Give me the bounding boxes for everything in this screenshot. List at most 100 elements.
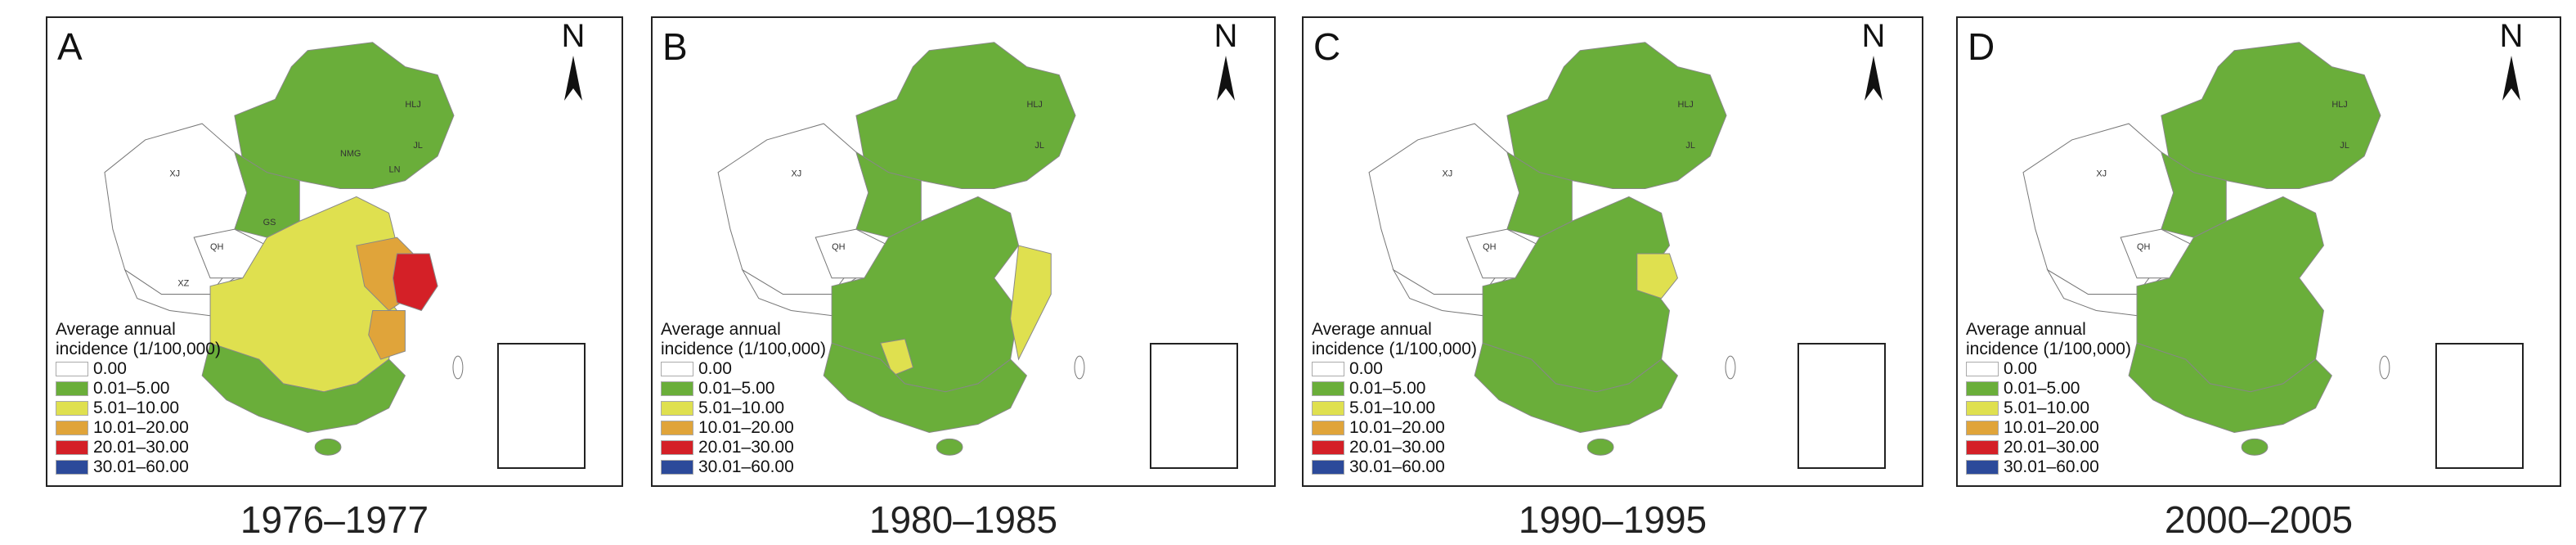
- north-arrow-icon: [564, 56, 582, 101]
- svg-text:JL: JL: [1685, 141, 1695, 151]
- legend-swatch: [56, 362, 88, 376]
- legend-row: 0.00: [1966, 359, 2131, 379]
- svg-text:HLJ: HLJ: [1677, 100, 1693, 110]
- svg-text:JL: JL: [2340, 141, 2349, 151]
- panel-letter: C: [1313, 25, 1341, 68]
- legend-label: 0.00: [1349, 359, 1383, 378]
- legend-swatch: [56, 460, 88, 475]
- legend-row: 20.01–30.00: [661, 438, 826, 457]
- legend-title-line2: incidence (1/100,000): [661, 340, 826, 358]
- south-china-sea-inset: [497, 343, 586, 469]
- legend-label: 10.01–20.00: [1349, 418, 1445, 437]
- legend-row: 10.01–20.00: [1966, 418, 2131, 438]
- legend-label: 5.01–10.00: [698, 399, 785, 417]
- svg-text:HLJ: HLJ: [1026, 100, 1042, 110]
- legend-swatch: [1312, 362, 1344, 376]
- legend-label: 0.01–5.00: [1349, 379, 1426, 398]
- legend: Average annual incidence (1/100,000) 0.0…: [1966, 320, 2131, 477]
- period-caption-d: 2000–2005: [2164, 498, 2354, 541]
- china-map-b: HLJ JL XJ QH: [717, 42, 1085, 456]
- legend-swatch: [56, 401, 88, 416]
- legend-label: 5.01–10.00: [1349, 399, 1436, 417]
- period-caption-b: 1980–1985: [868, 498, 1058, 541]
- legend-title-line1: Average annual: [1966, 320, 2086, 339]
- south-china-sea-inset: [2435, 343, 2524, 469]
- legend-row: 5.01–10.00: [56, 399, 221, 418]
- svg-text:HLJ: HLJ: [405, 100, 420, 110]
- legend-row: 5.01–10.00: [661, 399, 826, 418]
- legend-row: 0.00: [1312, 359, 1477, 379]
- legend-label: 0.01–5.00: [698, 379, 775, 398]
- svg-text:XJ: XJ: [1442, 169, 1452, 179]
- legend-swatch: [1966, 401, 1999, 416]
- panel-letter: A: [57, 25, 83, 68]
- legend-row: 0.00: [56, 359, 221, 379]
- legend: Average annual incidence (1/100,000) 0.0…: [661, 320, 826, 477]
- legend-label: 30.01–60.00: [1349, 457, 1445, 476]
- legend-swatch: [661, 421, 693, 435]
- map-panel-a: HLJ JL LN NMG XJ QH XZ GS A N Average annual…: [46, 16, 623, 487]
- legend-swatch: [1966, 362, 1999, 376]
- legend-swatch: [1966, 381, 1999, 396]
- legend-row: 0.00: [661, 359, 826, 379]
- svg-text:GS: GS: [263, 218, 276, 227]
- legend-label: 5.01–10.00: [93, 399, 180, 417]
- legend-swatch: [1312, 381, 1344, 396]
- legend-label: 20.01–30.00: [1349, 438, 1445, 457]
- svg-text:LN: LN: [389, 165, 401, 175]
- legend-swatch: [1312, 460, 1344, 475]
- svg-text:QH: QH: [210, 242, 223, 252]
- north-label: N: [561, 18, 586, 54]
- legend-label: 0.00: [698, 359, 732, 378]
- svg-text:JL: JL: [1034, 141, 1044, 151]
- legend-row: 5.01–10.00: [1312, 399, 1477, 418]
- period-caption-c: 1990–1995: [1518, 498, 1708, 541]
- legend: Average annual incidence (1/100,000) 0.0…: [1312, 320, 1477, 477]
- legend-swatch: [1966, 440, 1999, 455]
- legend-label: 30.01–60.00: [698, 457, 794, 476]
- panel-letter: D: [1968, 25, 1995, 68]
- legend-swatch: [1966, 460, 1999, 475]
- legend-label: 30.01–60.00: [2004, 457, 2099, 476]
- legend-row: 20.01–30.00: [1966, 438, 2131, 457]
- legend-label: 20.01–30.00: [698, 438, 794, 457]
- legend-label: 5.01–10.00: [2004, 399, 2090, 417]
- legend-title-line1: Average annual: [1312, 320, 1432, 339]
- legend: Average annual incidence (1/100,000) 0.0…: [56, 320, 221, 477]
- legend-row: 20.01–30.00: [1312, 438, 1477, 457]
- svg-text:XJ: XJ: [2096, 169, 2107, 179]
- legend-swatch: [56, 381, 88, 396]
- legend-row: 0.01–5.00: [661, 379, 826, 399]
- legend-swatch: [1312, 401, 1344, 416]
- north-arrow-icon: [1865, 56, 1883, 101]
- svg-text:QH: QH: [832, 242, 845, 252]
- legend-row: 10.01–20.00: [1312, 418, 1477, 438]
- map-panel-d: HLJ JL XJ QH D N Average annual incidence …: [1956, 16, 2561, 487]
- svg-text:JL: JL: [413, 141, 423, 151]
- legend-title-line1: Average annual: [56, 320, 176, 339]
- china-map-a: HLJ JL LN NMG XJ QH XZ GS: [104, 42, 464, 456]
- legend-row: 0.01–5.00: [1312, 379, 1477, 399]
- legend-title-line1: Average annual: [661, 320, 781, 339]
- legend-title-line2: incidence (1/100,000): [56, 340, 221, 358]
- panel-letter: B: [662, 25, 688, 68]
- north-label: N: [1861, 18, 1886, 54]
- north-arrow-icon: [1217, 56, 1235, 101]
- legend-swatch: [56, 421, 88, 435]
- legend-title-line2: incidence (1/100,000): [1312, 340, 1477, 358]
- svg-text:XZ: XZ: [177, 279, 189, 289]
- south-china-sea-inset: [1150, 343, 1238, 469]
- map-panel-b: HLJ JL XJ QH B N Average annual incidence …: [651, 16, 1276, 487]
- legend-row: 30.01–60.00: [1966, 457, 2131, 477]
- legend-label: 10.01–20.00: [698, 418, 794, 437]
- svg-text:XJ: XJ: [169, 169, 180, 179]
- legend-swatch: [661, 362, 693, 376]
- legend-row: 0.01–5.00: [1966, 379, 2131, 399]
- map-panel-c: HLJ JL XJ QH C N Average annual incidence …: [1302, 16, 1923, 487]
- legend-title-line2: incidence (1/100,000): [1966, 340, 2131, 358]
- legend-label: 10.01–20.00: [93, 418, 189, 437]
- svg-text:NMG: NMG: [340, 149, 361, 159]
- north-label: N: [1214, 18, 1238, 54]
- legend-label: 0.01–5.00: [2004, 379, 2080, 398]
- legend-swatch: [661, 401, 693, 416]
